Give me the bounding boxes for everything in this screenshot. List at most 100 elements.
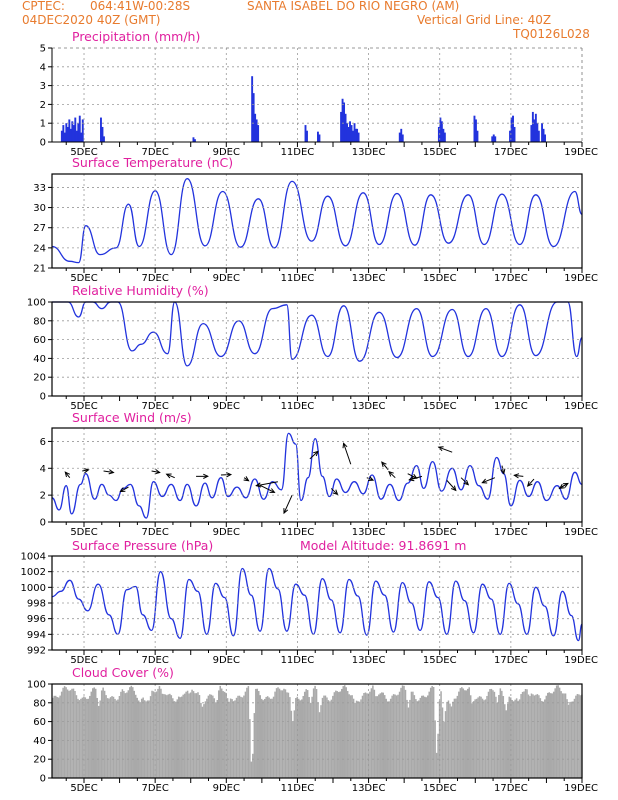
- cloud-bar: [197, 692, 199, 778]
- cloud-ytick-label: 80: [33, 698, 46, 709]
- cloud-bar: [223, 691, 226, 778]
- cloud-bar: [249, 719, 251, 778]
- cloud-bar: [151, 690, 153, 778]
- precip-bar: [63, 132, 66, 142]
- pressure-xtick-label: 19DEC: [564, 655, 598, 666]
- cloud-bar: [551, 693, 553, 778]
- rh-ytick-label: 40: [33, 354, 46, 365]
- cloud-bar: [536, 694, 539, 778]
- precip-bar: [72, 125, 75, 142]
- precip-bar: [491, 136, 494, 142]
- cloud-bar: [354, 702, 356, 778]
- precip-bars: [60, 76, 546, 142]
- cloud-bar: [469, 695, 472, 778]
- wind-frame: [51, 427, 583, 523]
- cloud-bar: [515, 698, 518, 778]
- pressure-ytick-label: 1002: [21, 567, 46, 578]
- cloud-bar: [54, 695, 57, 778]
- cloud-bar: [213, 698, 216, 778]
- wind-xtick-label: 15DEC: [423, 527, 457, 538]
- cloud-title: Cloud Cover (%): [72, 665, 174, 680]
- wind-arrowhead: [368, 476, 375, 481]
- pressure-series-line: [51, 567, 583, 642]
- cloud-bar: [422, 695, 425, 778]
- precip-bar: [542, 128, 545, 142]
- rh-ytick-label: 20: [33, 373, 46, 384]
- wind-arrowhead: [513, 473, 520, 479]
- cloud-bar: [429, 687, 432, 778]
- precip-bar: [442, 128, 445, 142]
- wind-arrow: [330, 488, 338, 495]
- cloud-bar: [502, 696, 505, 778]
- cloud-bar: [561, 693, 564, 778]
- cloud-bar: [243, 695, 245, 778]
- precip-bar: [101, 126, 104, 142]
- cloud-bar: [258, 691, 260, 778]
- temp-xtick-label: 15DEC: [423, 273, 457, 284]
- cloud-bar: [295, 698, 297, 778]
- temp-ytick-label: 24: [33, 243, 46, 254]
- cloud-bars: [52, 685, 583, 778]
- cloud-bar: [296, 696, 299, 778]
- cloud-bar: [309, 702, 312, 778]
- cloud-bar: [231, 699, 233, 778]
- cloud-bar: [256, 688, 259, 778]
- cloud-bar: [450, 706, 453, 778]
- cloud-bar: [194, 693, 196, 778]
- cloud-bar: [96, 697, 98, 778]
- wind-arrow: [409, 475, 423, 481]
- cloud-bar: [357, 701, 359, 778]
- wind-series-line: [51, 432, 583, 519]
- cloud-bar: [80, 698, 82, 778]
- wind-arrowhead: [342, 442, 348, 449]
- cloud-bar: [179, 697, 181, 778]
- cloud-bar: [333, 692, 336, 778]
- precip-bar: [492, 134, 495, 142]
- precip-bar: [346, 123, 348, 142]
- temp-frame: [51, 173, 583, 269]
- wind-xtick-label: 13DEC: [352, 527, 386, 538]
- precip-grid: [52, 47, 583, 142]
- cloud-bar: [459, 688, 462, 778]
- temp-xtick-label: 13DEC: [352, 273, 386, 284]
- cloud-bar: [189, 692, 192, 778]
- wind-xtick-label: 11DEC: [281, 527, 315, 538]
- pressure-xtick-label: 17DEC: [494, 655, 528, 666]
- rh-panel: [52, 302, 582, 396]
- precip-panel: [52, 48, 582, 142]
- cloud-bar: [108, 698, 110, 778]
- cloud-bar: [486, 695, 488, 778]
- wind-arrow: [527, 478, 535, 487]
- precip-bar: [537, 130, 540, 142]
- cloud-bar: [406, 699, 408, 778]
- precip-bar: [443, 132, 446, 142]
- wind-grid: [52, 428, 582, 522]
- cloud-xtick-label: 7DEC: [141, 783, 168, 794]
- temp-xtick-label: 11DEC: [281, 273, 315, 284]
- cloud-bar: [512, 701, 515, 778]
- precip-bar: [306, 130, 308, 142]
- cloud-bar: [237, 695, 239, 778]
- pressure-ytick-label: 996: [27, 614, 46, 625]
- precip-bar: [533, 119, 536, 142]
- cloud-bar: [464, 690, 466, 778]
- cloud-bar: [383, 695, 386, 778]
- cloud-bar: [434, 720, 436, 778]
- precip-xtick-label: 9DEC: [213, 147, 240, 158]
- header-source: CPTEC:: [22, 0, 65, 13]
- precip-bar: [60, 130, 63, 142]
- cloud-bar: [163, 694, 165, 778]
- cloud-bar: [392, 694, 395, 778]
- cloud-bar: [432, 686, 435, 778]
- cloud-bar: [336, 691, 339, 778]
- cloud-bar: [115, 700, 118, 778]
- cloud-bar: [554, 688, 556, 778]
- cloud-bar: [286, 692, 288, 778]
- rh-ytick-label: 60: [33, 335, 46, 346]
- cloud-bar: [509, 697, 512, 778]
- pressure-title: Surface Pressure (hPa): [72, 538, 213, 553]
- precip-bar: [352, 130, 354, 142]
- cloud-bar: [314, 685, 316, 778]
- precip-bar: [343, 102, 346, 142]
- cloud-bar: [465, 690, 468, 778]
